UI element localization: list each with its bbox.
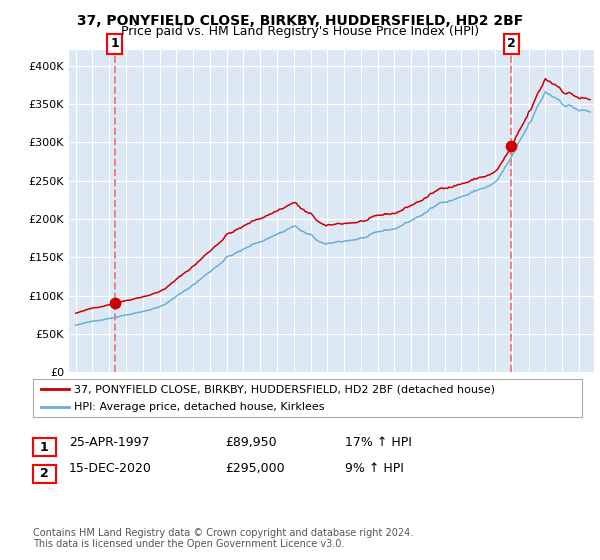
Text: Price paid vs. HM Land Registry's House Price Index (HPI): Price paid vs. HM Land Registry's House … bbox=[121, 25, 479, 38]
Point bbox=[506, 142, 516, 151]
Text: 1: 1 bbox=[40, 441, 49, 454]
Text: Contains HM Land Registry data © Crown copyright and database right 2024.
This d: Contains HM Land Registry data © Crown c… bbox=[33, 528, 413, 549]
Text: HPI: Average price, detached house, Kirklees: HPI: Average price, detached house, Kirk… bbox=[74, 402, 325, 412]
Text: 2: 2 bbox=[507, 38, 515, 50]
Text: 17% ↑ HPI: 17% ↑ HPI bbox=[345, 436, 412, 449]
Text: £295,000: £295,000 bbox=[225, 462, 284, 475]
Text: 37, PONYFIELD CLOSE, BIRKBY, HUDDERSFIELD, HD2 2BF: 37, PONYFIELD CLOSE, BIRKBY, HUDDERSFIEL… bbox=[77, 14, 523, 28]
Text: 2: 2 bbox=[40, 467, 49, 480]
Text: 25-APR-1997: 25-APR-1997 bbox=[69, 436, 149, 449]
Text: £89,950: £89,950 bbox=[225, 436, 277, 449]
Text: 37, PONYFIELD CLOSE, BIRKBY, HUDDERSFIELD, HD2 2BF (detached house): 37, PONYFIELD CLOSE, BIRKBY, HUDDERSFIEL… bbox=[74, 384, 495, 394]
Text: 9% ↑ HPI: 9% ↑ HPI bbox=[345, 462, 404, 475]
Text: 15-DEC-2020: 15-DEC-2020 bbox=[69, 462, 152, 475]
Point bbox=[110, 299, 119, 308]
Text: 1: 1 bbox=[110, 38, 119, 50]
